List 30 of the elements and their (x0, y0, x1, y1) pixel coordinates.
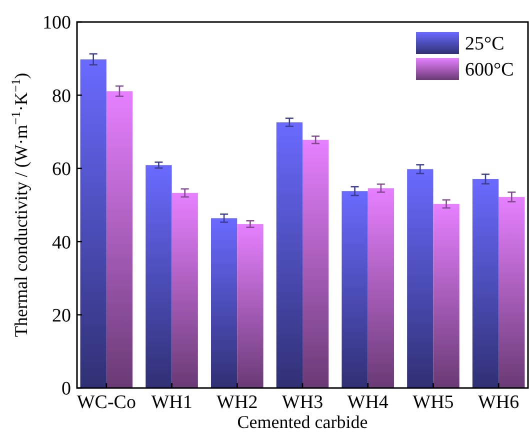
bar (276, 122, 302, 388)
x-tick-label: WH3 (282, 392, 324, 413)
y-tick-label: 40 (52, 232, 71, 254)
x-tick-label: WH2 (216, 392, 258, 413)
x-tick-label: WH5 (412, 392, 454, 413)
bar (237, 224, 264, 388)
bar (433, 204, 460, 388)
y-tick-label: 100 (42, 12, 71, 34)
bar (80, 59, 106, 388)
bar (472, 179, 499, 388)
x-tick-label: WH6 (478, 392, 520, 413)
bar (342, 191, 368, 388)
bar (172, 192, 198, 388)
x-tick-label: WH4 (347, 392, 389, 413)
bar (106, 91, 133, 388)
y-tick-label: 20 (52, 305, 71, 326)
bar (302, 140, 329, 388)
bar (210, 218, 238, 388)
x-axis-title: Cemented carbide (237, 412, 368, 432)
bar (407, 169, 434, 388)
bar (498, 196, 525, 388)
y-tick-label: 80 (52, 86, 71, 107)
legend-label: 25°C (465, 34, 504, 55)
x-tick-label: WC-Co (76, 392, 136, 413)
x-tick-label: WH1 (151, 392, 192, 413)
bar (146, 165, 172, 388)
bar (368, 188, 394, 388)
y-tick-label: 60 (52, 159, 71, 180)
y-tick-label: 0 (62, 378, 71, 400)
legend-label: 600°C (465, 60, 514, 81)
